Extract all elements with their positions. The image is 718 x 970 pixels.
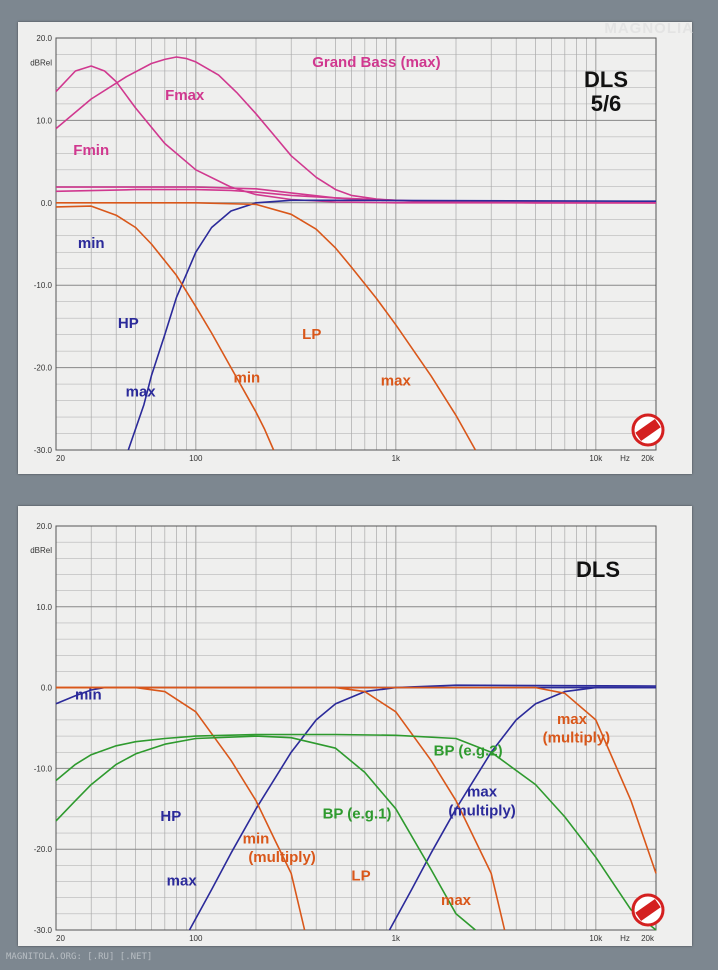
top-annotation-max: max [381, 373, 412, 390]
top-curve-hp-max [127, 199, 657, 451]
top-y-tick-label: 10.0 [36, 116, 52, 125]
chart-panel-top: 20.0 10.0 0.0 -10.0 -20.0 -30.0 dBRel 20 100 1k 10… [18, 22, 692, 474]
bottom-annotation-lp: LP [351, 868, 370, 885]
top-x-tick-label: 10k [589, 454, 603, 463]
bottom-curve-bp-e-g-2 [55, 733, 657, 931]
bottom-curve-lp-max [56, 686, 506, 931]
top-y-tick-label: 0.0 [41, 199, 53, 208]
bottom-annotation-multiply: (multiply) [543, 730, 611, 747]
bottom-grid [55, 525, 657, 931]
top-plot-frame [55, 37, 657, 451]
top-curve-curve [56, 186, 657, 204]
bottom-annotation-max: max [441, 892, 472, 909]
chart-title-bottom: DLS [558, 558, 638, 582]
bottom-annotation-min: min [75, 687, 102, 704]
watermark-logo: MAGNOLIA [604, 20, 694, 37]
bottom-corner-logo-icon [631, 893, 665, 927]
bottom-y-tick-label: -10.0 [34, 764, 53, 773]
top-y-tick-label: -30.0 [34, 446, 53, 455]
bottom-annotation-min: min [243, 831, 270, 848]
top-annotation-fmax: Fmax [165, 87, 205, 104]
bottom-x-tick-label: 20 [56, 934, 65, 943]
chart-title-top-line-2: 5/6 [590, 91, 622, 116]
top-curve-lp-max [56, 202, 477, 451]
bottom-x-tick-label: 100 [189, 934, 203, 943]
top-curve-lp-min [55, 205, 275, 451]
bottom-y-tick-label: -30.0 [34, 926, 53, 935]
top-y-axis-label: dBRel [30, 59, 52, 68]
frequency-response-chart-top: 20.0 10.0 0.0 -10.0 -20.0 -30.0 dBRel 20 100 1k 10… [30, 34, 665, 463]
top-annotation-hp: HP [118, 315, 139, 332]
bottom-curves [55, 684, 657, 931]
bottom-annotation-multiply: (multiply) [248, 849, 316, 866]
top-y-tick-label: -20.0 [34, 364, 53, 373]
top-x-unit-label: Hz [620, 454, 630, 463]
top-annotation-max: max [126, 383, 157, 400]
bottom-x-tick-label: 1k [392, 934, 401, 943]
bottom-y-tick-label: 10.0 [36, 603, 52, 612]
bottom-annotation-max: max [467, 784, 498, 801]
chart-title-bottom-line-1: DLS [576, 557, 620, 582]
top-x-tick-label: 1k [392, 454, 401, 463]
top-annotation-min: min [78, 235, 105, 252]
top-corner-logo-icon [631, 413, 665, 447]
bottom-x-unit-label: Hz [620, 934, 630, 943]
bottom-y-tick-label: 20.0 [36, 522, 52, 531]
chart-panel-bottom: 20.0 10.0 0.0 -10.0 -20.0 -30.0 dBRel 20 100 1k 10… [18, 506, 692, 946]
top-annotation-min: min [234, 369, 261, 386]
footer-url: MAGNITOLA.ORG: [.RU] [.NET] [6, 952, 153, 962]
bottom-curve-hp-max-multiply [388, 686, 656, 931]
bottom-x-tick-label: 20k [641, 934, 655, 943]
chart-title-top-line-1: DLS [584, 67, 628, 92]
top-curve-fmax [55, 65, 656, 204]
chart-title-top: DLS 5/6 [566, 68, 646, 116]
bottom-y-tick-label: -20.0 [34, 845, 53, 854]
top-annotation-fmin: Fmin [73, 142, 109, 159]
bottom-annotation-bp-e-g-1: BP (e.g.1) [323, 805, 392, 822]
bottom-y-tick-label: 0.0 [41, 684, 53, 693]
bottom-y-axis-label: dBRel [30, 546, 52, 555]
bottom-annotation-bp-e-g-2: BP (e.g.2) [434, 742, 503, 759]
frequency-response-chart-bottom: 20.0 10.0 0.0 -10.0 -20.0 -30.0 dBRel 20 100 1k 10… [30, 522, 665, 943]
top-annotation-grand-bass-max: Grand Bass (max) [312, 54, 440, 71]
bottom-plot-frame [55, 525, 657, 931]
bottom-annotation-multiply: (multiply) [448, 802, 516, 819]
top-x-tick-label: 20k [641, 454, 655, 463]
top-grid [55, 37, 657, 451]
bottom-annotation-hp: HP [160, 808, 181, 825]
top-curves [55, 56, 657, 451]
top-y-tick-label: -10.0 [34, 281, 53, 290]
top-x-tick-label: 20 [56, 454, 65, 463]
bottom-x-tick-label: 10k [589, 934, 603, 943]
bottom-annotation-max: max [167, 873, 198, 890]
bottom-curve-lp-max-multiply [56, 686, 657, 874]
bottom-annotation-max: max [557, 711, 588, 728]
top-x-tick-label: 100 [189, 454, 203, 463]
top-y-tick-label: 20.0 [36, 34, 52, 43]
bottom-curve-bp-e-g-1 [55, 735, 476, 931]
bottom-curve-lp-min [56, 686, 306, 931]
bottom-curve-hp-max [188, 684, 657, 931]
top-annotation-lp: LP [302, 326, 321, 343]
